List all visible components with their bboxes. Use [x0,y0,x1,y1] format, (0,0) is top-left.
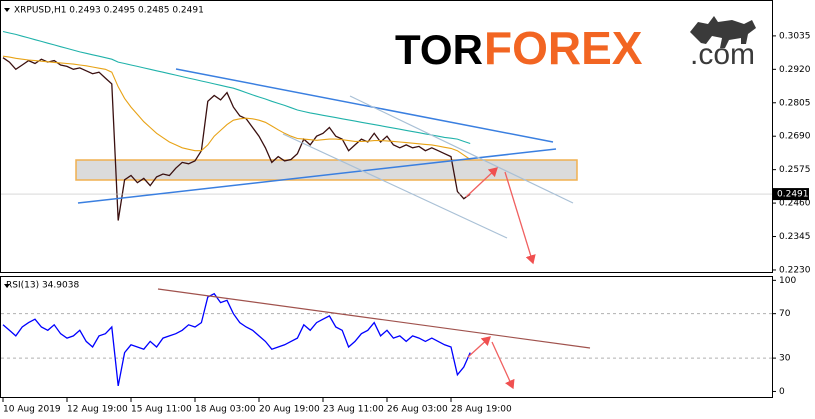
y-tick-label: 30 [779,354,791,364]
plot-layer [1,30,776,402]
x-tick-label: 10 Aug 2019 [3,405,61,415]
rsi-trend-line [157,288,591,349]
support-zone [75,159,578,181]
channel-line [282,133,508,239]
trend-line [77,148,557,204]
x-tick-label: 18 Aug 03:00 [195,405,256,415]
symbol-header: XRPUSD,H1 0.2493 0.2495 0.2485 0.2491 [14,6,204,16]
arrow [491,341,515,390]
y-tick-label: 70 [779,309,791,319]
y-tick-label: 0 [779,387,785,397]
price-marker [773,188,809,201]
y-tick-label: 0.2920 [779,65,811,75]
y-tick-label: 0.2460 [779,199,811,209]
arrow [465,167,498,198]
y-tick-label: 0.2690 [779,132,811,142]
moving-average [2,30,471,145]
rsi-panel [0,276,773,398]
trend-line [175,68,554,143]
x-tick-label: 26 Aug 03:00 [387,405,448,415]
moving-average [2,55,471,160]
price-marker-label: 0.2491 [777,190,809,200]
y-tick-label: 0.2805 [779,98,811,108]
y-tick-label: 0.3035 [779,31,811,41]
x-tick-label: 20 Aug 19:00 [259,405,320,415]
rsi-line [2,292,471,387]
logo-forex: FOREX [484,22,643,74]
x-tick-label: 15 Aug 11:00 [131,405,192,415]
rsi-header: RSI(13) 34.9038 [6,281,79,291]
arrow [504,171,536,265]
x-tick-label: 23 Aug 11:00 [323,405,384,415]
y-tick-label: 0.2345 [779,232,811,242]
dropdown-icon[interactable] [4,8,10,12]
logo-tor: TOR [395,26,483,73]
x-tick-label: 12 Aug 19:00 [67,405,128,415]
logo-bull [690,16,756,48]
y-tick-label: 0.2230 [779,265,811,275]
dropdown-icon[interactable] [4,284,10,288]
price-line [2,57,471,221]
channel-line [349,95,574,204]
arrow [467,336,491,358]
y-tick-label: 100 [779,276,796,286]
x-tick-label: 28 Aug 19:00 [451,405,512,415]
y-tick-label: 0.2575 [779,165,811,175]
